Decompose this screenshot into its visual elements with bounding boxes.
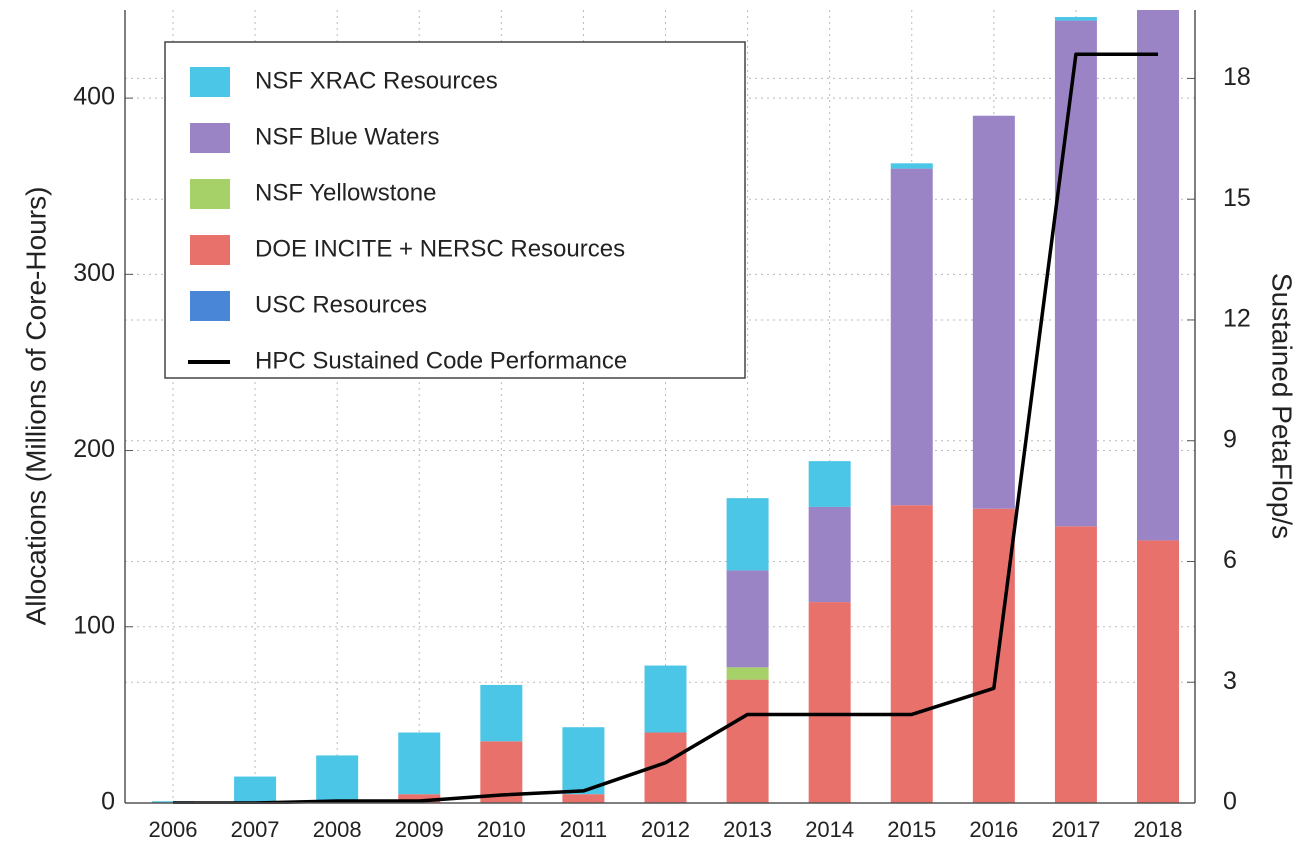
- bar-segment: [562, 794, 605, 803]
- bar-segment: [398, 794, 441, 803]
- bar-segment: [1137, 540, 1179, 803]
- legend-label: NSF XRAC Resources: [255, 67, 498, 94]
- legend-label: USC Resources: [255, 291, 427, 318]
- x-tick-label: 2007: [231, 817, 280, 842]
- legend-label: NSF Yellowstone: [255, 179, 436, 206]
- y2-tick-label: 15: [1223, 184, 1251, 212]
- y2-tick-label: 12: [1223, 305, 1251, 333]
- legend-swatch: [190, 123, 230, 153]
- bar-segment: [480, 684, 523, 742]
- bar-segment: [316, 755, 359, 803]
- y2-tick-label: 0: [1223, 788, 1237, 816]
- legend-swatch: [190, 291, 230, 321]
- legend-swatch: [190, 67, 230, 97]
- bar-segment: [890, 168, 933, 506]
- bar-segment: [972, 508, 1015, 803]
- y-tick-label: 300: [73, 259, 115, 287]
- bar-segment: [398, 732, 441, 795]
- bar-segment: [644, 665, 687, 733]
- legend-swatch: [190, 179, 230, 209]
- x-tick-label: 2017: [1051, 817, 1100, 842]
- x-tick-label: 2013: [723, 817, 772, 842]
- y2-tick-label: 6: [1223, 546, 1237, 574]
- legend-label: NSF Blue Waters: [255, 123, 440, 150]
- y-tick-label: 200: [73, 435, 115, 463]
- bar-segment: [808, 602, 851, 803]
- bar-segment: [726, 498, 769, 571]
- legend-label: DOE INCITE + NERSC Resources: [255, 235, 625, 262]
- bar-segment: [972, 115, 1015, 509]
- bar-segment: [890, 163, 933, 169]
- x-tick-label: 2010: [477, 817, 526, 842]
- bar-segment: [1054, 17, 1097, 21]
- y-tick-label: 100: [73, 611, 115, 639]
- bar-segment: [562, 727, 605, 795]
- y-tick-label: 0: [101, 788, 115, 816]
- line-series: [173, 52, 1158, 804]
- y2-tick-label: 9: [1223, 425, 1237, 453]
- bar-segment: [234, 776, 277, 803]
- bar-segment: [808, 506, 851, 603]
- x-tick-label: 2014: [805, 817, 854, 842]
- bar-segment: [1054, 20, 1097, 527]
- y-tick-label: 400: [73, 83, 115, 111]
- plot-area: [152, 10, 1179, 804]
- legend-swatch: [190, 235, 230, 265]
- x-tick-label: 2006: [149, 817, 198, 842]
- y2-tick-label: 18: [1223, 63, 1251, 91]
- bar-segment: [1137, 10, 1179, 541]
- legend-label: HPC Sustained Code Performance: [255, 347, 627, 374]
- bar-segment: [1054, 526, 1097, 803]
- x-tick-label: 2018: [1134, 817, 1183, 842]
- x-tick-label: 2011: [560, 817, 607, 842]
- bar-segment: [726, 570, 769, 668]
- x-tick-label: 2008: [313, 817, 362, 842]
- x-tick-label: 2012: [641, 817, 690, 842]
- x-tick-label: 2015: [887, 817, 936, 842]
- y-axis-label: Allocations (Millions of Core-Hours): [20, 187, 51, 626]
- x-tick-label: 2009: [395, 817, 444, 842]
- x-tick-label: 2016: [969, 817, 1018, 842]
- bar-segment: [726, 667, 769, 680]
- bar-segment: [726, 679, 769, 803]
- y2-axis-label: Sustained PetaFlop/s: [1267, 273, 1298, 539]
- bar-segment: [890, 505, 933, 803]
- legend: NSF XRAC Resources NSF Blue Waters NSF Yel…: [164, 41, 746, 379]
- bar-segment: [808, 461, 851, 507]
- y2-tick-label: 3: [1223, 667, 1237, 695]
- legend-box: [164, 41, 746, 379]
